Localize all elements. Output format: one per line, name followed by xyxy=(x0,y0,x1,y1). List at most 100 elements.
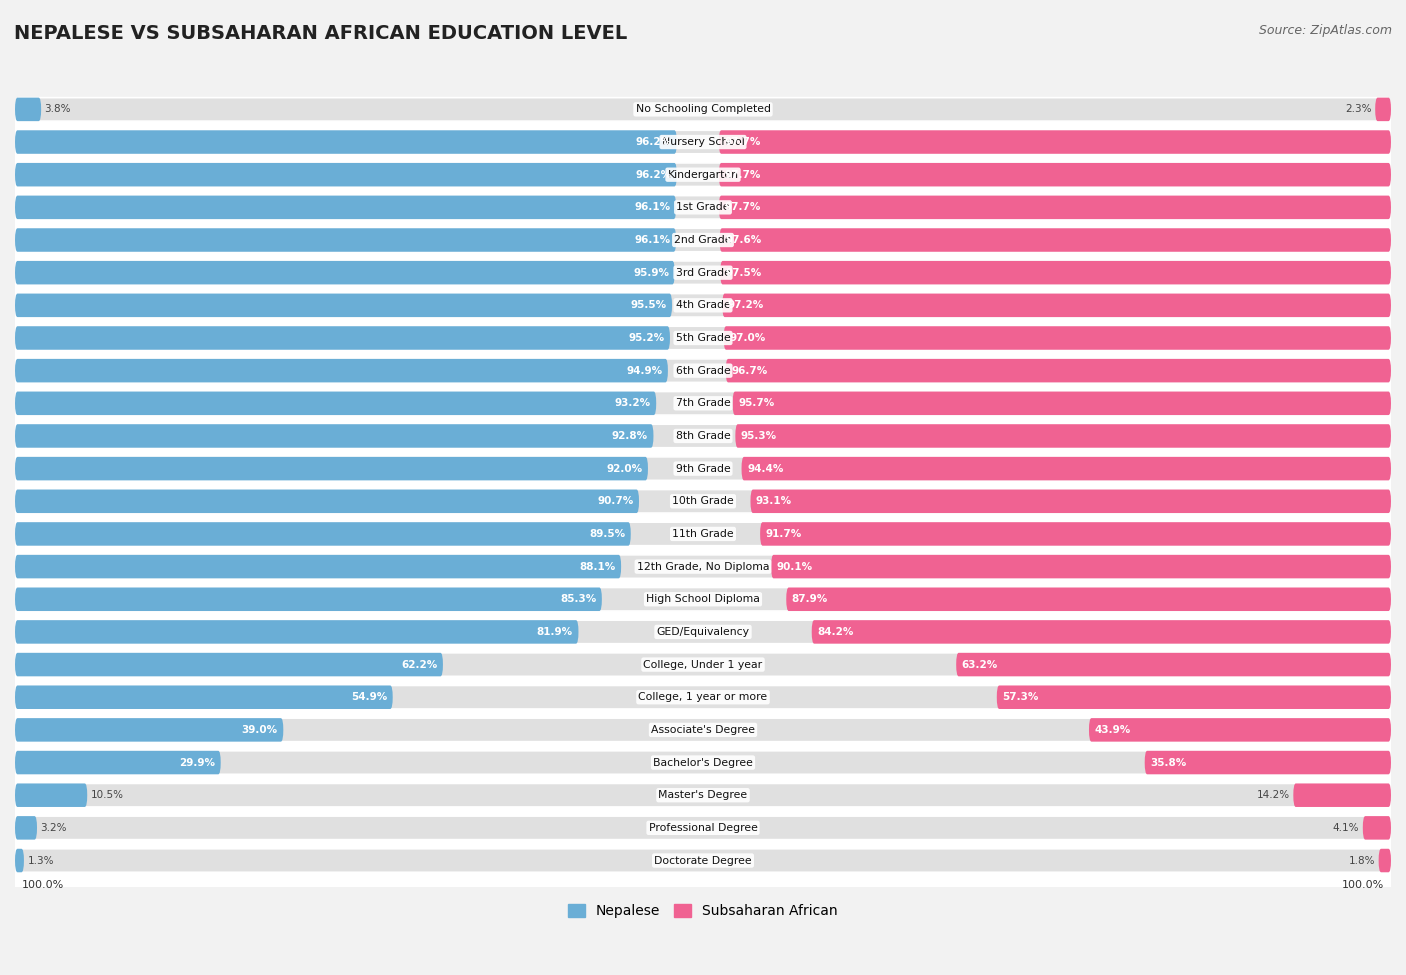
FancyBboxPatch shape xyxy=(718,163,1391,186)
Text: 10.5%: 10.5% xyxy=(90,790,124,800)
Text: 93.2%: 93.2% xyxy=(614,399,651,409)
Text: 94.9%: 94.9% xyxy=(626,366,662,375)
Text: Professional Degree: Professional Degree xyxy=(648,823,758,833)
FancyBboxPatch shape xyxy=(15,555,621,578)
FancyBboxPatch shape xyxy=(15,228,676,252)
FancyBboxPatch shape xyxy=(741,457,1391,481)
Text: 2.3%: 2.3% xyxy=(1346,104,1372,114)
Text: 1st Grade: 1st Grade xyxy=(676,203,730,213)
FancyBboxPatch shape xyxy=(718,196,1391,219)
FancyBboxPatch shape xyxy=(15,849,24,873)
Text: 8th Grade: 8th Grade xyxy=(676,431,730,441)
Text: 91.7%: 91.7% xyxy=(766,529,801,539)
FancyBboxPatch shape xyxy=(15,620,578,644)
Text: Source: ZipAtlas.com: Source: ZipAtlas.com xyxy=(1258,24,1392,37)
Text: 39.0%: 39.0% xyxy=(242,724,278,735)
Text: 6th Grade: 6th Grade xyxy=(676,366,730,375)
Text: 9th Grade: 9th Grade xyxy=(676,464,730,474)
FancyBboxPatch shape xyxy=(770,555,1391,578)
Text: Nursery School: Nursery School xyxy=(662,137,744,147)
FancyBboxPatch shape xyxy=(17,719,1389,742)
Text: 14.2%: 14.2% xyxy=(1257,790,1289,800)
FancyBboxPatch shape xyxy=(751,489,1391,513)
Text: 95.2%: 95.2% xyxy=(628,333,665,343)
Text: 96.2%: 96.2% xyxy=(636,170,671,179)
FancyBboxPatch shape xyxy=(17,261,1389,285)
FancyBboxPatch shape xyxy=(17,196,1389,219)
Text: College, Under 1 year: College, Under 1 year xyxy=(644,659,762,670)
Text: Kindergarten: Kindergarten xyxy=(668,170,738,179)
Text: 92.8%: 92.8% xyxy=(612,431,648,441)
Text: 97.2%: 97.2% xyxy=(728,300,763,310)
FancyBboxPatch shape xyxy=(15,261,675,285)
FancyBboxPatch shape xyxy=(17,293,1389,317)
FancyBboxPatch shape xyxy=(1362,816,1391,839)
Text: 96.1%: 96.1% xyxy=(634,203,671,213)
Text: 95.7%: 95.7% xyxy=(738,399,775,409)
Text: Bachelor's Degree: Bachelor's Degree xyxy=(652,758,754,767)
FancyBboxPatch shape xyxy=(17,163,1389,186)
FancyBboxPatch shape xyxy=(15,196,676,219)
Text: 94.4%: 94.4% xyxy=(747,464,783,474)
FancyBboxPatch shape xyxy=(15,719,284,742)
Text: 92.0%: 92.0% xyxy=(606,464,643,474)
Text: 54.9%: 54.9% xyxy=(352,692,387,702)
FancyBboxPatch shape xyxy=(17,98,1389,121)
Text: 35.8%: 35.8% xyxy=(1150,758,1187,767)
Text: 97.0%: 97.0% xyxy=(730,333,765,343)
FancyBboxPatch shape xyxy=(15,359,668,382)
FancyBboxPatch shape xyxy=(811,620,1391,644)
FancyBboxPatch shape xyxy=(720,261,1391,285)
Text: 84.2%: 84.2% xyxy=(817,627,853,637)
FancyBboxPatch shape xyxy=(17,457,1389,481)
FancyBboxPatch shape xyxy=(17,359,1389,382)
Text: 4th Grade: 4th Grade xyxy=(676,300,730,310)
Text: College, 1 year or more: College, 1 year or more xyxy=(638,692,768,702)
Text: 43.9%: 43.9% xyxy=(1094,724,1130,735)
Text: 3rd Grade: 3rd Grade xyxy=(675,268,731,278)
Text: High School Diploma: High School Diploma xyxy=(647,594,759,604)
FancyBboxPatch shape xyxy=(15,98,41,121)
Text: 97.6%: 97.6% xyxy=(725,235,761,245)
FancyBboxPatch shape xyxy=(15,131,676,154)
FancyBboxPatch shape xyxy=(786,588,1391,611)
Text: 90.1%: 90.1% xyxy=(776,562,813,571)
Text: 96.1%: 96.1% xyxy=(634,235,671,245)
FancyBboxPatch shape xyxy=(17,784,1389,807)
FancyBboxPatch shape xyxy=(17,523,1389,546)
FancyBboxPatch shape xyxy=(15,293,672,317)
FancyBboxPatch shape xyxy=(724,327,1391,350)
FancyBboxPatch shape xyxy=(17,849,1389,873)
Text: 5th Grade: 5th Grade xyxy=(676,333,730,343)
Text: 88.1%: 88.1% xyxy=(579,562,616,571)
Text: 62.2%: 62.2% xyxy=(401,659,437,670)
FancyBboxPatch shape xyxy=(17,816,1389,839)
FancyBboxPatch shape xyxy=(718,131,1391,154)
Text: 1.3%: 1.3% xyxy=(27,855,53,866)
FancyBboxPatch shape xyxy=(15,523,631,546)
FancyBboxPatch shape xyxy=(15,489,638,513)
FancyBboxPatch shape xyxy=(15,424,654,448)
FancyBboxPatch shape xyxy=(15,457,648,481)
Text: 87.9%: 87.9% xyxy=(792,594,828,604)
Text: 63.2%: 63.2% xyxy=(962,659,998,670)
Text: 97.5%: 97.5% xyxy=(725,268,762,278)
Text: 1.8%: 1.8% xyxy=(1348,855,1375,866)
FancyBboxPatch shape xyxy=(733,392,1391,415)
Text: 89.5%: 89.5% xyxy=(589,529,626,539)
FancyBboxPatch shape xyxy=(725,359,1391,382)
FancyBboxPatch shape xyxy=(15,163,676,186)
Text: 3.8%: 3.8% xyxy=(45,104,72,114)
FancyBboxPatch shape xyxy=(17,327,1389,350)
FancyBboxPatch shape xyxy=(997,685,1391,709)
FancyBboxPatch shape xyxy=(15,102,1391,886)
Text: 3.2%: 3.2% xyxy=(41,823,67,833)
FancyBboxPatch shape xyxy=(956,653,1391,677)
FancyBboxPatch shape xyxy=(17,555,1389,578)
FancyBboxPatch shape xyxy=(15,653,443,677)
Text: 7th Grade: 7th Grade xyxy=(676,399,730,409)
FancyBboxPatch shape xyxy=(761,523,1391,546)
FancyBboxPatch shape xyxy=(17,392,1389,415)
Text: 97.7%: 97.7% xyxy=(724,137,761,147)
FancyBboxPatch shape xyxy=(17,588,1389,611)
